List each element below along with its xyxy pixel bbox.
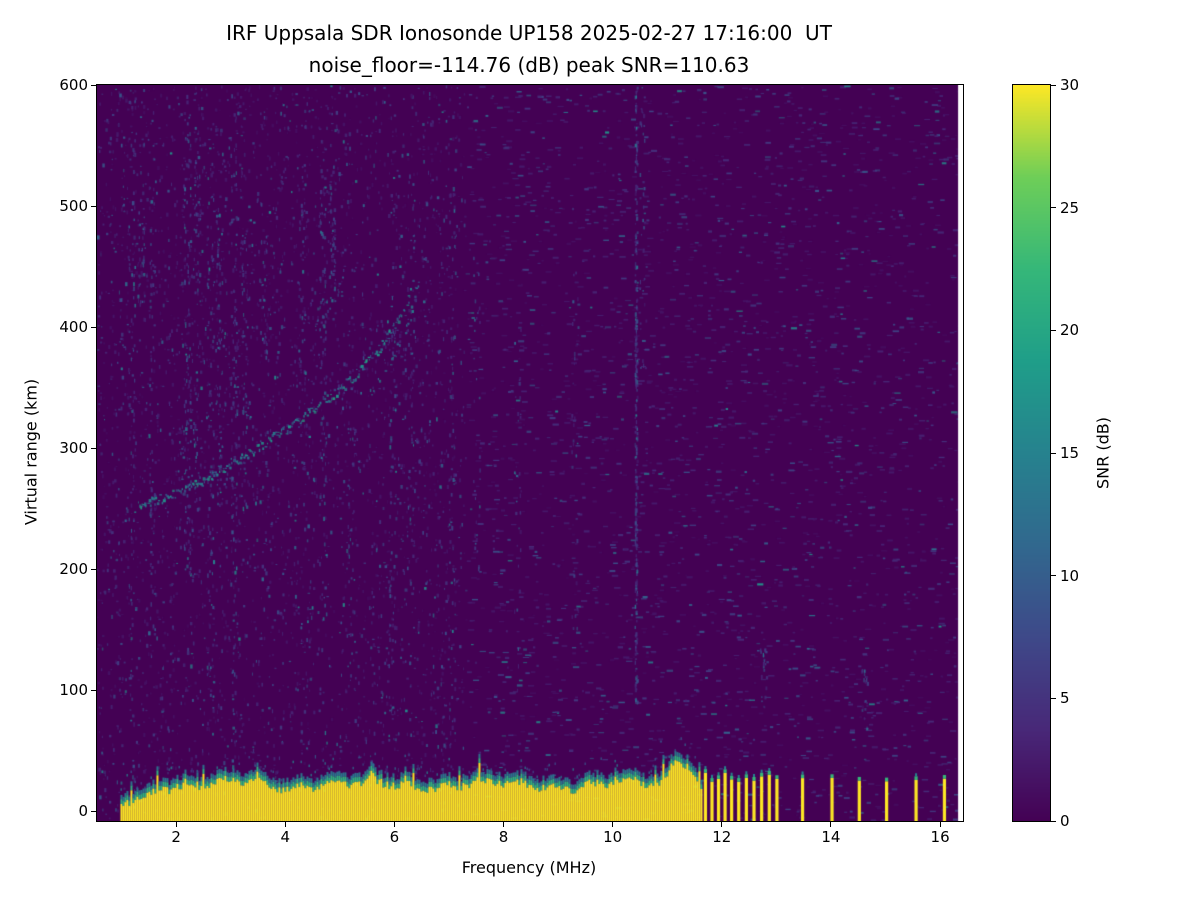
colorbar xyxy=(1012,84,1051,822)
colorbar-tick xyxy=(1051,697,1056,699)
x-tick xyxy=(503,822,505,827)
x-tick-label: 6 xyxy=(389,828,400,846)
x-tick xyxy=(721,822,723,827)
x-tick xyxy=(284,822,286,827)
x-tick-label: 14 xyxy=(821,828,841,846)
colorbar-tick-label: 0 xyxy=(1060,812,1070,830)
colorbar-tick-label: 15 xyxy=(1060,444,1080,462)
y-tick xyxy=(91,568,96,570)
y-tick xyxy=(91,205,96,207)
x-axis-label: Frequency (MHz) xyxy=(461,858,597,877)
colorbar-tick-label: 20 xyxy=(1060,321,1080,340)
colorbar-tick xyxy=(1051,207,1056,209)
colorbar-label: SNR (dB) xyxy=(1093,417,1113,489)
colorbar-tick-label: 5 xyxy=(1060,689,1070,708)
y-tick-label: 300 xyxy=(59,439,88,458)
colorbar-tick xyxy=(1051,329,1056,331)
y-tick xyxy=(91,810,96,812)
y-tick xyxy=(91,689,96,691)
x-tick-label: 12 xyxy=(712,828,732,846)
colorbar-tick xyxy=(1051,84,1056,86)
chart-subtitle: noise_floor=-114.76 (dB) peak SNR=110.63 xyxy=(308,53,750,77)
x-tick xyxy=(393,822,395,827)
y-tick xyxy=(91,84,96,86)
colorbar-tick-label: 30 xyxy=(1060,76,1080,94)
y-tick-label: 100 xyxy=(59,681,88,700)
x-tick-label: 10 xyxy=(603,828,623,846)
x-tick-label: 2 xyxy=(171,828,181,846)
colorbar-tick xyxy=(1051,452,1056,454)
chart-title: IRF Uppsala SDR Ionosonde UP158 2025-02-… xyxy=(226,21,832,45)
y-tick-label: 600 xyxy=(59,76,88,94)
y-tick xyxy=(91,447,96,449)
colorbar-tick xyxy=(1051,575,1056,577)
x-tick-label: 8 xyxy=(498,828,509,846)
y-tick-label: 500 xyxy=(59,197,88,216)
y-tick-label: 400 xyxy=(59,318,88,337)
heatmap-canvas xyxy=(97,85,963,821)
colorbar-tick xyxy=(1051,820,1056,822)
colorbar-canvas xyxy=(1013,85,1050,821)
x-tick xyxy=(830,822,832,827)
x-tick xyxy=(939,822,941,827)
y-tick xyxy=(91,326,96,328)
plot-area xyxy=(96,84,964,822)
x-tick xyxy=(175,822,177,827)
y-tick-label: 0 xyxy=(78,802,88,821)
x-tick-label: 16 xyxy=(930,828,950,846)
colorbar-tick-label: 25 xyxy=(1060,198,1080,217)
y-tick-label: 200 xyxy=(59,560,88,579)
x-tick-label: 4 xyxy=(280,828,291,846)
x-tick xyxy=(612,822,614,827)
colorbar-tick-label: 10 xyxy=(1060,566,1080,585)
